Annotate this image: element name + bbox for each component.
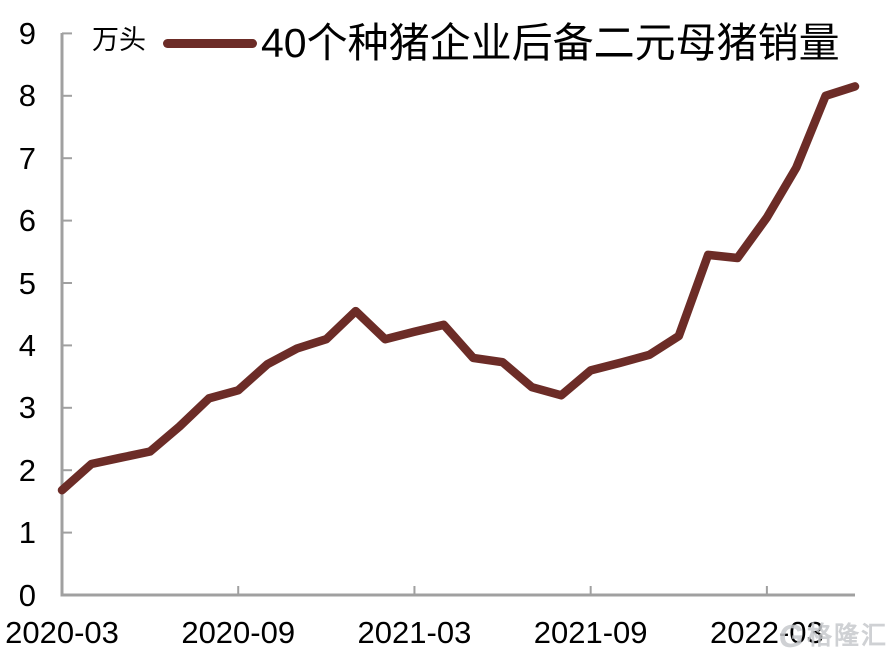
- y-tick-label: 8: [18, 78, 36, 114]
- y-tick-label: 6: [18, 203, 36, 239]
- y-tick-label: 4: [18, 327, 36, 363]
- y-tick-label: 3: [18, 390, 36, 426]
- x-tick-label: 2020-09: [181, 615, 296, 650]
- x-tick-label: 2021-03: [357, 615, 472, 650]
- x-tick-label: 2022-03: [709, 615, 824, 650]
- y-tick-label: 9: [18, 15, 36, 51]
- watermark-text: 格隆汇: [806, 622, 888, 650]
- data-line-series: [57, 82, 860, 495]
- x-tick-label: 2020-03: [5, 615, 119, 650]
- y-axis-unit-label: 万头: [92, 25, 146, 55]
- legend: 40个种猪企业后备二元母猪销量: [163, 14, 840, 72]
- y-tick-label: 7: [18, 140, 36, 176]
- legend-line-marker: [163, 38, 257, 48]
- y-tick-label: 0: [18, 577, 36, 613]
- y-tick-label: 5: [18, 265, 36, 301]
- y-tick-label: 2: [18, 452, 36, 488]
- gelonghui-logo-icon: G: [777, 618, 806, 654]
- y-tick-label: 1: [18, 515, 36, 551]
- legend-label: 40个种猪企业后备二元母猪销量: [261, 20, 840, 66]
- watermark: G 格隆汇: [777, 618, 888, 654]
- x-tick-label: 2021-09: [533, 615, 648, 650]
